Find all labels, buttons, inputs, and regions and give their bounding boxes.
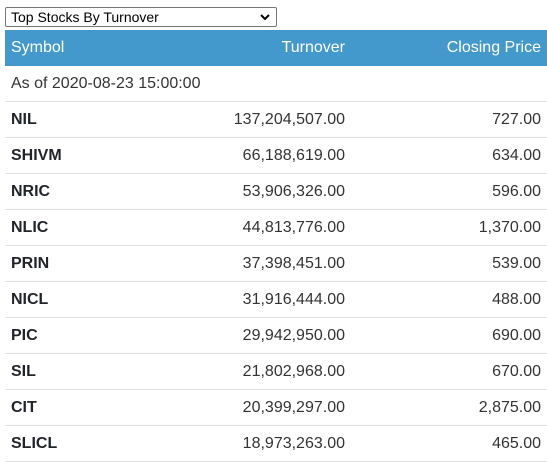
cell-closing-price: 690.00 [492,326,541,344]
header-symbol: Symbol [11,39,65,56]
chevron-down-icon [260,14,270,21]
cell-symbol: NLIC [11,218,49,236]
table-header: Symbol Turnover Closing Price [5,30,547,66]
cell-symbol: CIT [11,398,37,416]
table-row: NICL 31,916,444.00 488.00 [5,282,547,318]
cell-turnover: 53,906,326.00 [242,182,345,200]
stock-list-select[interactable]: Top Stocks By Turnover [5,7,277,27]
table-body: NIL 137,204,507.00 727.00 SHIVM 66,188,619.0… [5,102,547,462]
cell-symbol: NIL [11,110,37,128]
cell-turnover: 20,399,297.00 [242,398,345,416]
cell-symbol: SLICL [11,434,58,452]
table-row: PRIN 37,398,451.00 539.00 [5,246,547,282]
cell-turnover: 31,916,444.00 [242,290,345,308]
table-row: NLIC 44,813,776.00 1,370.00 [5,210,547,246]
cell-turnover: 18,973,263.00 [242,434,345,452]
table-row: NRIC 53,906,326.00 596.00 [5,174,547,210]
cell-closing-price: 2,875.00 [478,398,541,416]
cell-closing-price: 539.00 [492,254,541,272]
cell-turnover: 66,188,619.00 [242,146,345,164]
cell-turnover: 44,813,776.00 [242,218,345,236]
cell-turnover: 37,398,451.00 [242,254,345,272]
as-of-timestamp: As of 2020-08-23 15:00:00 [5,66,547,102]
cell-turnover: 137,204,507.00 [233,110,345,128]
table-row: SHIVM 66,188,619.00 634.00 [5,138,547,174]
cell-closing-price: 727.00 [492,110,541,128]
stock-list-select-value: Top Stocks By Turnover [11,9,159,25]
table-row: CIT 20,399,297.00 2,875.00 [5,390,547,426]
cell-closing-price: 465.00 [492,434,541,452]
table-row: SIL 21,802,968.00 670.00 [5,354,547,390]
cell-closing-price: 596.00 [492,182,541,200]
stocks-table: Symbol Turnover Closing Price As of 2020… [5,30,547,462]
header-turnover: Turnover [281,39,345,56]
cell-symbol: PIC [11,326,38,344]
top-stocks-widget: Top Stocks By Turnover Symbol Turnover C… [5,0,547,462]
cell-turnover: 21,802,968.00 [242,362,345,380]
table-row: NIL 137,204,507.00 727.00 [5,102,547,138]
cell-closing-price: 634.00 [492,146,541,164]
cell-symbol: NICL [11,290,49,308]
header-closing-price: Closing Price [446,39,541,56]
cell-turnover: 29,942,950.00 [242,326,345,344]
cell-symbol: SHIVM [11,146,62,164]
cell-symbol: PRIN [11,254,50,272]
cell-closing-price: 670.00 [492,362,541,380]
table-row: PIC 29,942,950.00 690.00 [5,318,547,354]
cell-symbol: SIL [11,362,36,380]
cell-closing-price: 1,370.00 [478,218,541,236]
cell-symbol: NRIC [11,182,51,200]
table-row: SLICL 18,973,263.00 465.00 [5,426,547,462]
cell-closing-price: 488.00 [492,290,541,308]
